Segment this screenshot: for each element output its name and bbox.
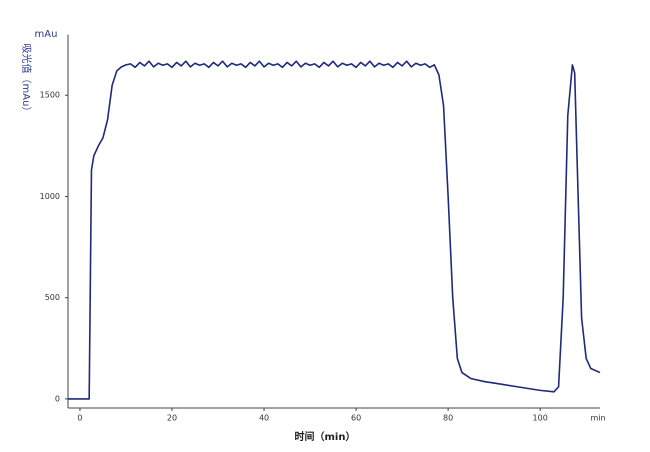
- x-tick-label: 40: [259, 414, 269, 423]
- x-axis-label: 时间（min）: [295, 430, 356, 443]
- y-tick-label: 1000: [40, 192, 60, 201]
- y-tick-label: 1500: [40, 91, 60, 100]
- x-tick-label: 80: [443, 414, 453, 423]
- y-tick-label: 500: [45, 293, 60, 302]
- y-unit: mAu: [35, 29, 58, 40]
- data-line: [68, 60, 601, 400]
- x-tick-label: 100: [533, 414, 548, 423]
- y-axis-label: 吸光值（mAu）: [20, 44, 33, 117]
- x-tick-label: 60: [351, 414, 361, 423]
- y-tick-label: 0: [55, 394, 60, 403]
- x-tick-label: 20: [167, 414, 177, 423]
- x-tick-label: 0: [77, 414, 82, 423]
- x-unit: min: [590, 414, 605, 423]
